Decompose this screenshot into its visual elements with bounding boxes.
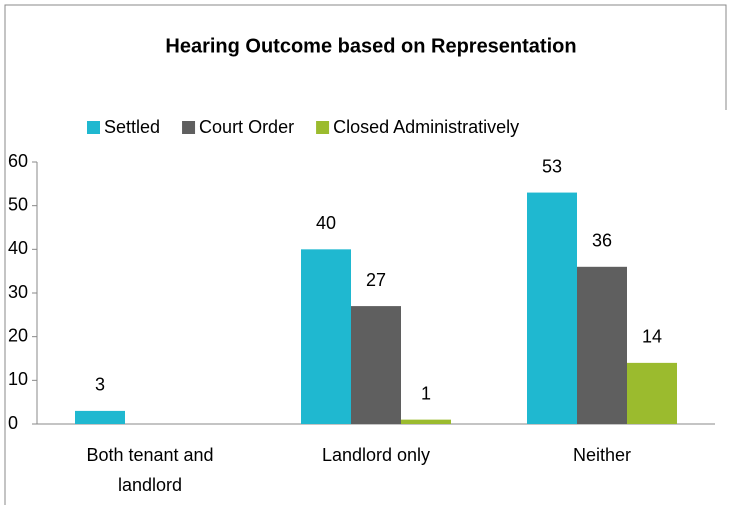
chart-title: Hearing Outcome based on Representation (165, 35, 576, 57)
x-tick-label: Neither (573, 445, 631, 465)
bar (301, 249, 351, 424)
legend-swatch (87, 121, 100, 134)
chart-border (4, 4, 727, 505)
data-label: 36 (592, 231, 612, 251)
bar (627, 362, 677, 424)
bar (527, 192, 577, 424)
legend-label: Court Order (199, 117, 294, 137)
legend-label: Closed Administratively (333, 117, 519, 137)
data-label: 40 (316, 213, 336, 233)
bar (351, 306, 401, 424)
data-label: 1 (421, 383, 431, 403)
data-label: 3 (95, 375, 105, 395)
data-label: 27 (366, 270, 386, 290)
y-tick-label: 30 (8, 282, 28, 302)
x-tick-label: Both tenant and landlord (86, 445, 213, 495)
legend-label: Settled (104, 117, 160, 137)
bar (577, 266, 627, 424)
y-tick-label: 40 (8, 238, 28, 258)
y-tick-label: 10 (8, 369, 28, 389)
data-label: 53 (542, 156, 562, 176)
y-tick-label: 50 (8, 194, 28, 214)
legend-swatch (182, 121, 196, 134)
y-tick-label: 60 (8, 151, 28, 171)
data-label: 14 (642, 327, 662, 347)
x-tick-label: Landlord only (322, 445, 430, 465)
y-tick-label: 20 (8, 325, 28, 345)
y-tick-label: 0 (8, 413, 18, 433)
legend-swatch (316, 121, 330, 134)
bar (75, 410, 125, 424)
bar (401, 419, 451, 424)
